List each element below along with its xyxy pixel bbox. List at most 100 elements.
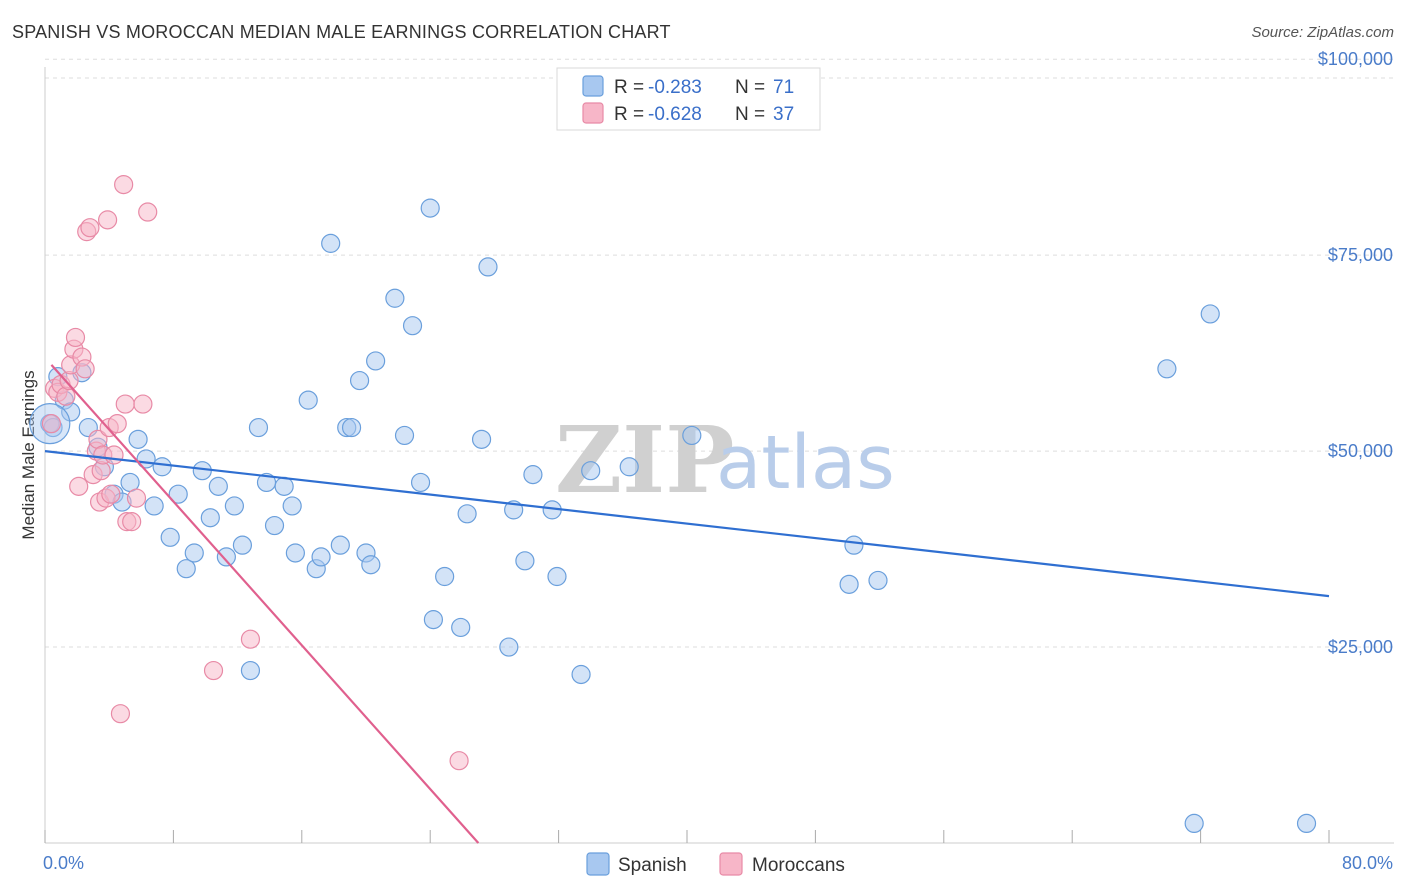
moroccan-point: [449, 751, 469, 771]
moroccan-point: [133, 394, 153, 414]
spanish-point: [571, 664, 591, 685]
spanish-point: [152, 457, 172, 477]
spanish-point: [402, 316, 423, 336]
spanish-point: [184, 543, 204, 563]
legend-n-value-spanish: 71: [773, 77, 794, 98]
y-tick-label: $100,000: [1318, 49, 1393, 69]
spanish-point: [385, 288, 405, 308]
x-tick-label-max: 80.0%: [1342, 853, 1393, 873]
spanish-point: [547, 566, 567, 587]
moroccan-point: [240, 629, 261, 649]
spanish-point: [420, 198, 440, 218]
moroccan-trend-line: [50, 364, 480, 844]
spanish-point: [200, 508, 220, 528]
moroccan-series: [41, 175, 469, 771]
moroccan-point: [115, 394, 135, 414]
spanish-trend-line: [44, 450, 1330, 598]
spanish-point: [248, 417, 269, 438]
spanish-point: [844, 535, 864, 555]
bottom-legend-swatch-moroccan: [719, 852, 743, 876]
moroccan-point: [203, 660, 224, 681]
spanish-point: [285, 543, 305, 563]
moroccan-point: [75, 359, 95, 379]
spanish-point: [1296, 813, 1317, 834]
spanish-point: [341, 417, 362, 438]
source-label: Source: ZipAtlas.com: [1251, 24, 1394, 41]
spanish-point: [1157, 359, 1177, 379]
spanish-point: [349, 370, 370, 391]
spanish-point: [144, 496, 164, 516]
spanish-point: [394, 425, 415, 446]
spanish-point: [839, 574, 859, 594]
legend-n-label-spanish: N =: [735, 77, 765, 98]
moroccan-point: [110, 704, 131, 724]
y-tick-labels: $25,000 $50,000 $75,000 $100,000: [1318, 49, 1393, 657]
spanish-point: [264, 515, 285, 536]
spanish-point: [216, 547, 236, 567]
moroccan-point: [107, 414, 127, 434]
spanish-point: [282, 496, 302, 516]
spanish-point: [410, 472, 431, 493]
moroccan-point: [80, 218, 100, 238]
bottom-legend: Spanish Moroccans: [586, 852, 845, 876]
moroccan-point: [138, 202, 158, 222]
moroccan-point: [101, 484, 121, 504]
spanish-point: [224, 496, 244, 516]
spanish-point: [457, 504, 477, 524]
spanish-point: [274, 476, 294, 496]
moroccan-point: [122, 512, 142, 532]
spanish-point: [471, 429, 492, 449]
spanish-point: [168, 484, 188, 504]
x-tick-label-min: 0.0%: [43, 853, 84, 873]
spanish-point: [366, 351, 386, 371]
spanish-point: [176, 559, 196, 579]
spanish-point: [160, 527, 180, 547]
moroccan-point: [69, 476, 89, 496]
spanish-point: [451, 617, 471, 638]
axes: [44, 67, 1394, 844]
watermark-zip: ZIP: [555, 406, 734, 514]
spanish-point: [311, 547, 331, 567]
spanish-point: [298, 390, 318, 410]
spanish-point: [682, 425, 702, 446]
trend-lines: [44, 364, 1330, 844]
legend-swatch-spanish: [582, 75, 604, 97]
moroccan-point: [126, 488, 147, 508]
spanish-point: [478, 257, 498, 277]
x-tick-labels: 0.0% 80.0%: [43, 830, 1393, 873]
watermark: ZIP atlas: [555, 406, 895, 514]
spanish-point: [423, 610, 444, 630]
spanish-point: [581, 461, 601, 481]
spanish-point: [208, 476, 228, 496]
bottom-legend-label-spanish: Spanish: [618, 855, 687, 876]
spanish-point: [619, 457, 639, 477]
legend: R = -0.283 N = 71 R = -0.628 N = 37: [556, 67, 821, 131]
legend-n-label-moroccan: N =: [735, 104, 765, 125]
spanish-point: [1200, 304, 1220, 324]
legend-r-label-spanish: R =: [614, 77, 644, 98]
spanish-point: [192, 461, 212, 481]
chart-title: SPANISH VS MOROCCAN MEDIAN MALE EARNINGS…: [12, 22, 671, 42]
moroccan-point: [65, 327, 86, 348]
spanish-point: [240, 660, 261, 681]
moroccan-point: [104, 445, 124, 465]
spanish-point: [128, 429, 148, 449]
legend-n-value-moroccan: 37: [773, 104, 794, 125]
grid-lines: [45, 58, 1394, 648]
bottom-legend-swatch-spanish: [586, 852, 610, 876]
spanish-point: [515, 551, 535, 571]
moroccan-point: [56, 386, 76, 406]
spanish-point: [321, 233, 341, 253]
legend-r-value-moroccan: -0.628: [648, 104, 702, 125]
moroccan-point: [97, 210, 118, 230]
spanish-point: [868, 570, 888, 591]
moroccan-point: [114, 175, 134, 195]
y-axis-label: Median Male Earnings: [19, 370, 38, 539]
spanish-point: [499, 637, 519, 657]
spanish-series: [29, 198, 1317, 834]
spanish-point: [361, 555, 381, 575]
spanish-point: [232, 535, 253, 555]
spanish-point: [435, 566, 455, 587]
moroccan-point: [41, 414, 62, 434]
